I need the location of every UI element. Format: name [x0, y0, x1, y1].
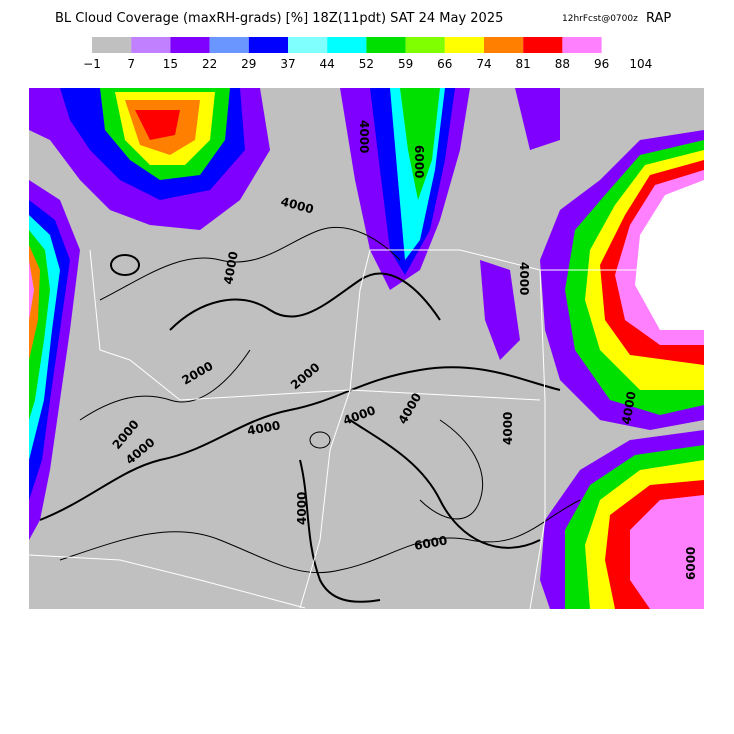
contour-label: 4000 [295, 492, 309, 525]
colorbar-label: −1 [83, 57, 101, 71]
colorbar-label: 66 [437, 57, 452, 71]
colorbar-label: 37 [280, 57, 295, 71]
model-label: RAP [646, 11, 671, 26]
contour-line [309, 431, 331, 449]
cloud-region [630, 495, 704, 609]
border [89, 249, 371, 401]
colorbar-swatch [248, 37, 288, 53]
colorbar-swatch [288, 37, 328, 53]
contour-label: 6000 [684, 547, 698, 580]
colorbar-label: 29 [241, 57, 256, 71]
contour-line [110, 254, 140, 276]
cloud-region [635, 180, 704, 330]
contour-label: 6000 [412, 145, 426, 178]
colorbar-label: 22 [202, 57, 217, 71]
border [299, 389, 351, 609]
border [529, 269, 546, 610]
colorbar-label: 88 [555, 57, 570, 71]
colorbar-label: 59 [398, 57, 413, 71]
border [349, 389, 541, 401]
cloud-region [29, 245, 40, 360]
colorbar-swatch [92, 37, 132, 53]
contour-label: 4000 [619, 390, 639, 425]
map [28, 88, 704, 610]
border [28, 554, 306, 609]
colorbar-label: 44 [320, 57, 335, 71]
colorbar-swatch [366, 37, 406, 53]
colorbar-label: 96 [594, 57, 609, 71]
colorbar-swatch [327, 37, 367, 53]
contour-label: 4000 [501, 412, 515, 445]
cloud-region [135, 110, 180, 140]
contour-line [79, 349, 251, 421]
cloud-region [29, 260, 34, 320]
cloud-region [480, 260, 520, 360]
contour-label: 4000 [517, 262, 531, 295]
contour-line [99, 226, 401, 301]
contour-label: 4000 [246, 418, 281, 438]
contour-line [59, 499, 581, 574]
contour-line [299, 459, 381, 603]
contour-label: 4000 [357, 120, 371, 153]
colorbar-label: 7 [127, 57, 135, 71]
colorbar-label: 74 [476, 57, 491, 71]
colorbar-label: 52 [359, 57, 374, 71]
colorbar-swatch [170, 37, 210, 53]
colorbar-swatch [562, 37, 602, 53]
contour-line [169, 272, 441, 331]
colorbar-label: 15 [163, 57, 178, 71]
contour-line [419, 419, 484, 520]
cloud-region [515, 88, 560, 150]
contour-line [349, 419, 541, 549]
border [370, 249, 704, 271]
colorbar-swatch [523, 37, 563, 53]
colorbar-swatch [131, 37, 171, 53]
contour-label: 6000 [413, 533, 448, 553]
colorbar-label: 81 [516, 57, 531, 71]
colorbar-label: 104 [629, 57, 652, 71]
colorbar-swatch [209, 37, 249, 53]
contour-line [39, 366, 561, 521]
colorbar-swatch [444, 37, 484, 53]
title: BL Cloud Coverage (maxRH-grads) [%] 18Z(… [55, 11, 503, 26]
colorbar-swatch [484, 37, 524, 53]
forecast-label: 12hrFcst@0700z [562, 14, 638, 24]
colorbar: −1 7 15 22 29 37 44 52 59 66 74 81 88 96 104 [83, 37, 652, 71]
contour-label: 4000 [221, 250, 241, 285]
cloud-region [400, 88, 440, 200]
colorbar-swatch [405, 37, 445, 53]
